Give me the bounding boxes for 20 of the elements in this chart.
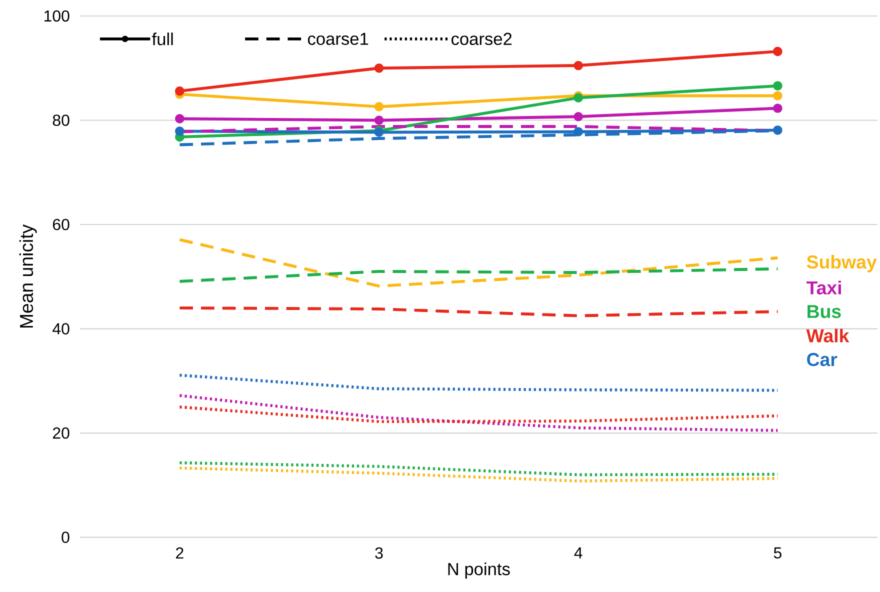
x-tick-label: 5 <box>774 547 782 559</box>
text: Walk <box>806 328 850 342</box>
y-tick-label: 40 <box>52 323 70 334</box>
text: Taxi <box>806 280 841 294</box>
y-tick-label: 80 <box>52 114 70 126</box>
y-axis-title: Mean unicity <box>19 224 37 328</box>
x-tick-label: 3 <box>375 547 383 559</box>
annotation: coarse1 <box>308 32 368 45</box>
text: Bus <box>808 305 841 318</box>
y-tick-label: 0 <box>62 532 70 543</box>
text: Subway <box>806 254 877 272</box>
annotation: full <box>152 32 173 46</box>
y-tick-label: 20 <box>52 427 70 439</box>
annotation: coarse2 <box>452 32 512 46</box>
x-tick-label: 2 <box>176 547 184 559</box>
x-tick-label: 4 <box>574 547 582 558</box>
text: Car <box>807 352 838 366</box>
y-tick-label: 100 <box>44 10 70 22</box>
x-axis-title: N points <box>448 562 510 579</box>
y-tick-label: 60 <box>52 218 70 230</box>
